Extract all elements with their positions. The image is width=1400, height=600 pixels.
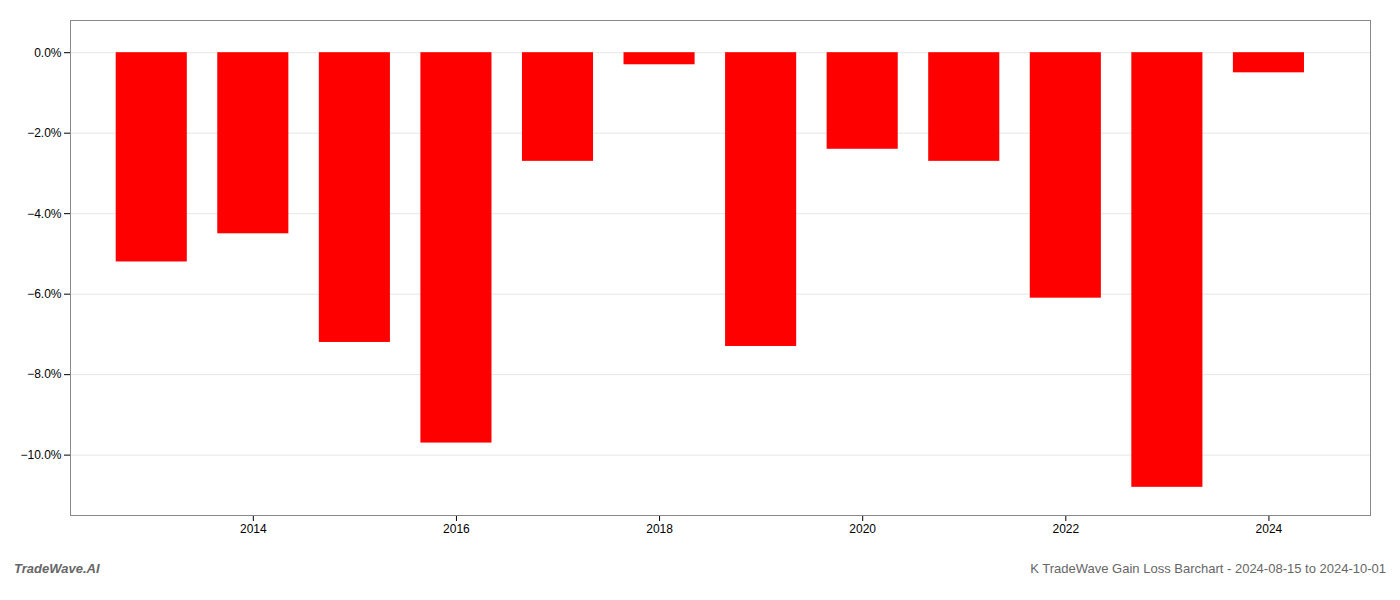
svg-text:−6.0%: −6.0% [27,287,62,301]
svg-text:2016: 2016 [443,522,470,536]
svg-text:2014: 2014 [240,522,267,536]
svg-text:2020: 2020 [849,522,876,536]
html-text:TradeWave.AI: TradeWave.AI [14,561,100,576]
svg-text:0.0%: 0.0% [34,46,62,60]
svg-text:2024: 2024 [1256,522,1283,536]
svg-text:−10.0%: −10.0% [20,448,61,462]
svg-text:−4.0%: −4.0% [27,207,62,221]
svg-text:−8.0%: −8.0% [27,367,62,381]
html-text:K TradeWave Gain Loss Barchart: K TradeWave Gain Loss Barchart - 2024-08… [1030,561,1386,576]
svg-text:−2.0%: −2.0% [27,126,62,140]
svg-text:2018: 2018 [646,522,673,536]
svg-text:2022: 2022 [1052,522,1079,536]
